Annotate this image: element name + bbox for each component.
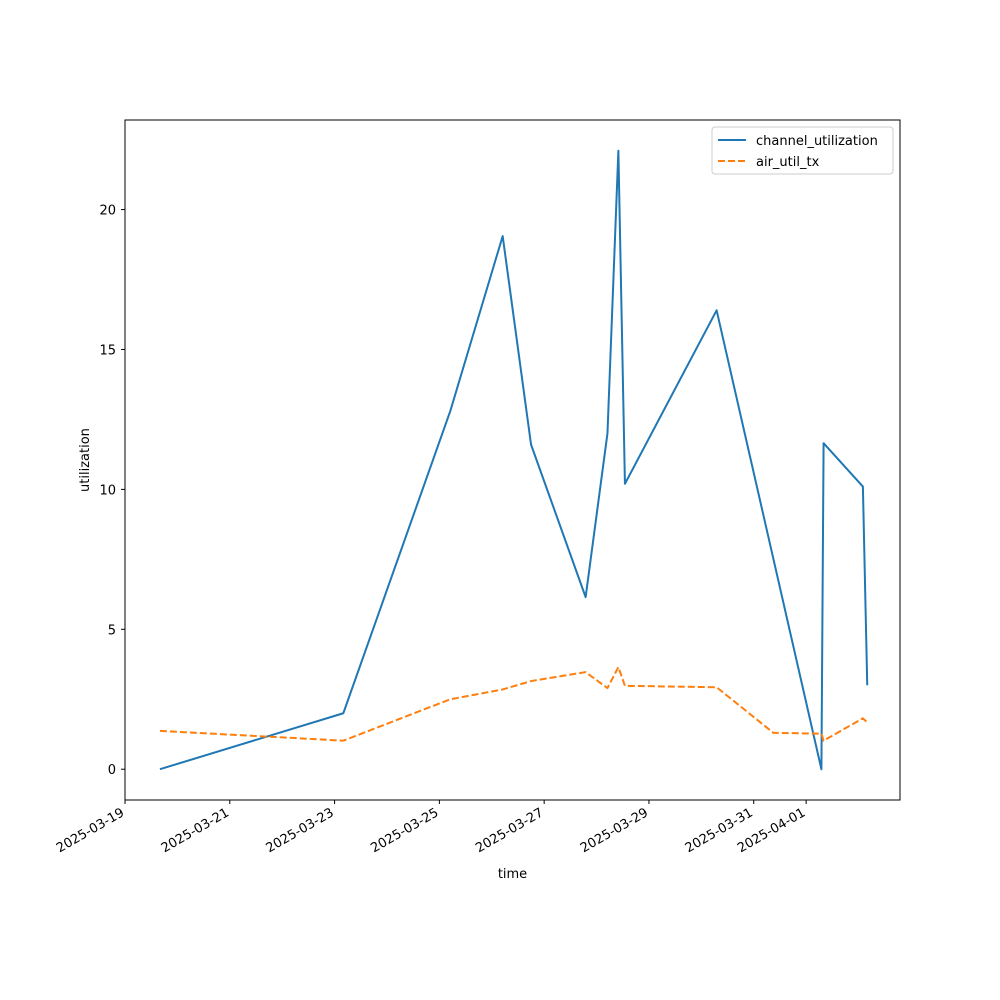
y-tick-label: 0 [108,763,116,778]
y-tick-label: 5 [108,623,116,638]
series-layer [159,149,869,771]
y-axis-label: utilization [78,428,93,492]
legend: channel_utilization air_util_tx [711,126,894,175]
legend-box [711,126,894,175]
y-tick-label: 10 [99,483,116,498]
x-axis-label: time [498,867,527,882]
legend-label: air_util_tx [756,155,820,170]
series-line-0 [159,149,869,771]
y-tick-label: 15 [99,343,116,358]
y-tick-label: 20 [99,204,116,219]
y-axis-ticks: 0 5 10 15 20 [99,204,125,778]
legend-label: channel_utilization [756,134,878,149]
series-line-1 [159,666,868,742]
plot-frame [124,119,901,801]
